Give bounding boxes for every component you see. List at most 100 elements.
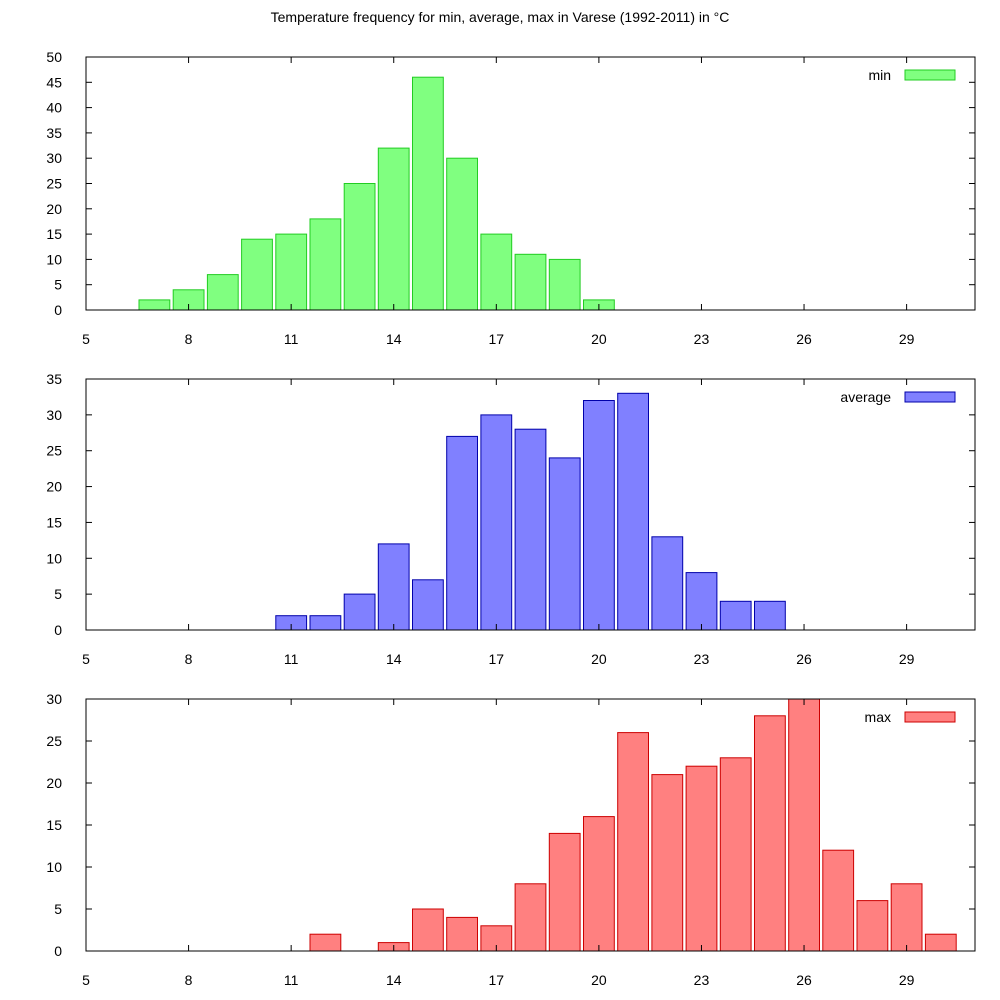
y-tick-label: 10 [46, 859, 62, 875]
bar-max-19 [548, 832, 581, 952]
x-tick-label: 11 [284, 972, 299, 988]
plot-frame [85, 378, 976, 631]
x-tick-label: 14 [386, 972, 402, 988]
bar-average-20 [583, 400, 615, 631]
chart-panel-average: 0 5 10 15 20 25 30 35 5 8 11 14 17 20 23 26 29 average [46, 371, 976, 667]
x-tick-label: 8 [185, 972, 193, 988]
legend-swatch [904, 391, 956, 403]
y-tick-label: 10 [46, 550, 62, 566]
y-tick-label: 45 [46, 74, 62, 90]
x-tick-label: 8 [185, 331, 193, 347]
y-tick-label: 0 [54, 943, 62, 959]
bar-min-13 [343, 183, 376, 311]
legend-label: min [868, 67, 891, 83]
bar-max-27 [822, 849, 855, 952]
bar-min-16 [446, 157, 479, 311]
bar-min-14 [377, 147, 410, 311]
bar-min-11 [275, 233, 308, 311]
bar-min-9 [206, 274, 239, 311]
x-tick-label: 23 [694, 651, 710, 667]
bar-average-22 [651, 536, 684, 631]
x-tick-label: 17 [489, 972, 505, 988]
x-tick-label: 5 [82, 972, 90, 988]
bar-min-15 [412, 76, 444, 311]
bar-max-25 [754, 715, 786, 952]
y-tick-label: 40 [46, 100, 62, 116]
bar-average-12 [309, 615, 342, 631]
bar-min-7 [138, 299, 171, 311]
bar-min-12 [309, 218, 342, 311]
bar-max-15 [412, 908, 444, 952]
bar-min-18 [514, 253, 547, 311]
y-tick-label: 10 [46, 251, 62, 267]
x-tick-label: 23 [694, 331, 710, 347]
bar-max-23 [685, 765, 718, 952]
bar-max-29 [890, 883, 923, 952]
x-tick-label: 20 [591, 972, 607, 988]
bar-min-17 [480, 233, 513, 311]
x-tick-label: 5 [82, 331, 90, 347]
x-tick-label: 17 [489, 331, 505, 347]
x-tick-label: 5 [82, 651, 90, 667]
chart-title: Temperature frequency for min, average, … [271, 9, 730, 25]
x-tick-label: 11 [284, 331, 299, 347]
bar-average-15 [412, 579, 444, 631]
y-tick-label: 30 [46, 407, 62, 423]
bar-average-17 [480, 414, 513, 631]
y-tick-label: 25 [46, 176, 62, 192]
bar-max-16 [446, 916, 479, 952]
x-tick-label: 11 [284, 651, 299, 667]
y-tick-label: 25 [46, 733, 62, 749]
x-tick-label: 17 [489, 651, 505, 667]
y-tick-label: 50 [46, 49, 62, 65]
bar-average-13 [343, 593, 376, 631]
bar-average-14 [377, 543, 410, 631]
bar-max-20 [583, 816, 615, 952]
y-tick-label: 30 [46, 691, 62, 707]
bar-max-26 [788, 698, 821, 952]
y-tick-label: 20 [46, 775, 62, 791]
y-tick-label: 15 [46, 226, 62, 242]
bar-max-30 [924, 933, 957, 952]
y-tick-label: 5 [54, 277, 62, 293]
bar-max-12 [309, 933, 342, 952]
y-tick-label: 0 [54, 622, 62, 638]
bar-max-24 [719, 757, 752, 952]
y-tick-label: 20 [46, 479, 62, 495]
x-tick-label: 14 [386, 331, 402, 347]
x-tick-label: 20 [591, 331, 607, 347]
y-tick-label: 0 [54, 302, 62, 318]
y-tick-label: 30 [46, 150, 62, 166]
x-tick-label: 29 [899, 651, 915, 667]
y-tick-label: 20 [46, 201, 62, 217]
y-tick-label: 25 [46, 443, 62, 459]
x-tick-label: 26 [796, 651, 812, 667]
bar-average-18 [514, 428, 547, 631]
bar-max-21 [617, 732, 650, 952]
bar-max-22 [651, 774, 684, 952]
y-tick-label: 35 [46, 125, 62, 141]
bar-average-16 [446, 435, 479, 631]
legend-label: max [865, 709, 891, 725]
y-tick-label: 15 [46, 817, 62, 833]
bar-max-18 [514, 883, 547, 952]
x-tick-label: 20 [591, 651, 607, 667]
y-tick-label: 5 [54, 586, 62, 602]
x-tick-label: 26 [796, 331, 812, 347]
bar-average-19 [548, 457, 581, 631]
x-tick-label: 29 [899, 331, 915, 347]
legend-swatch [904, 711, 956, 723]
bar-average-23 [685, 572, 718, 631]
x-tick-label: 29 [899, 972, 915, 988]
bar-average-21 [617, 392, 650, 631]
legend-label: average [840, 389, 891, 405]
bar-min-19 [548, 258, 581, 311]
bar-min-10 [241, 238, 273, 311]
y-tick-label: 15 [46, 514, 62, 530]
legend-swatch [904, 69, 956, 81]
x-tick-label: 14 [386, 651, 402, 667]
x-tick-label: 8 [185, 651, 193, 667]
bar-average-24 [719, 600, 752, 631]
chart-panel-min: 0 5 10 15 20 25 30 35 40 45 50 5 8 11 14 17 20 23 26 29 min [46, 49, 976, 347]
